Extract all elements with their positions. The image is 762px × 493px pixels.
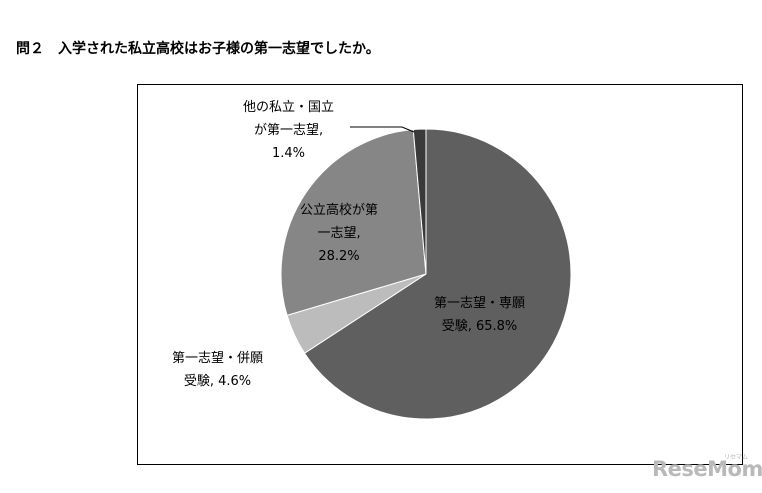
- label-line: 他の私立・国立: [243, 100, 335, 115]
- label-line: 第一志望・専願: [434, 296, 526, 311]
- resemom-logo-subtext: リセマム: [724, 454, 749, 461]
- label-line: 28.2%: [318, 249, 360, 264]
- label-slice-other-private: 他の私立・国立 が第一志望, 1.4%: [243, 96, 334, 165]
- pie-slice-first-choice-sole: [303, 128, 572, 420]
- label-line: 第一志望・併願: [172, 351, 264, 366]
- leader-line: [350, 126, 415, 133]
- chart-frame: [137, 84, 743, 465]
- label-slice-first-choice-sole: 第一志望・専願 受験, 65.8%: [434, 292, 525, 338]
- label-line: 一志望,: [317, 226, 361, 241]
- resemom-logo: ReseMom: [652, 457, 762, 481]
- chart-title: 問２ 入学された私立高校はお子様の第一志望でしたか。: [16, 41, 380, 57]
- label-slice-public-first: 公立高校が第 一志望, 28.2%: [300, 199, 378, 268]
- label-line: 公立高校が第: [300, 203, 379, 218]
- label-line: 受験, 65.8%: [441, 319, 518, 334]
- label-slice-first-choice-combined: 第一志望・併願 受験, 4.6%: [172, 347, 263, 393]
- pie-slice-public-first: [280, 129, 427, 316]
- pie-slice-other-private: [412, 128, 427, 275]
- label-line: が第一志望,: [253, 123, 324, 138]
- label-line: 1.4%: [271, 146, 306, 161]
- label-line: 受験, 4.6%: [183, 374, 252, 389]
